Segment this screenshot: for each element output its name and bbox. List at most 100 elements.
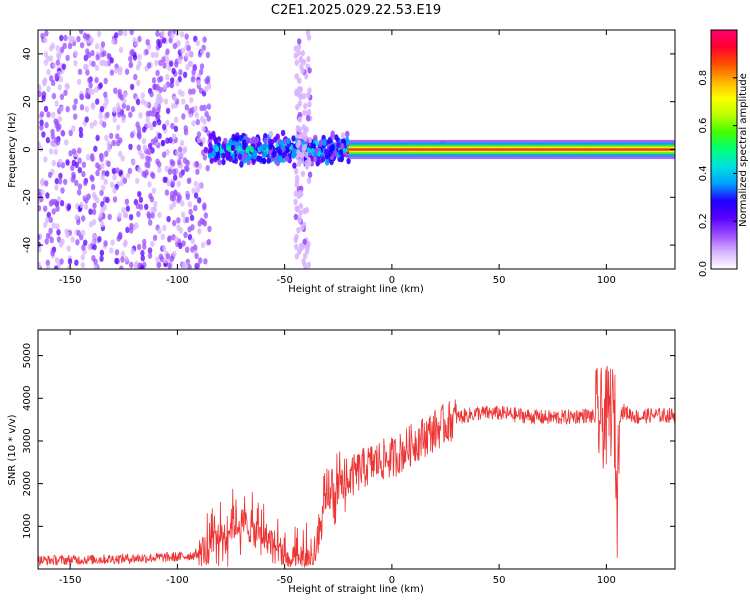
spectrogram-cell xyxy=(256,155,261,162)
spectrogram-cell xyxy=(121,116,126,124)
spectrogram-cell xyxy=(57,115,63,123)
spectrogram-cell xyxy=(100,220,105,228)
spectrogram-cell xyxy=(188,107,193,115)
spectrogram-cell xyxy=(150,206,155,214)
spectrogram-cell xyxy=(182,146,188,153)
spectrogram-cell xyxy=(39,195,44,203)
spectrogram-cell xyxy=(106,140,111,147)
spectrogram-cell xyxy=(307,87,312,94)
spectrogram-cell xyxy=(83,203,89,210)
spectrogram-cell xyxy=(76,78,82,86)
spectrogram-cell xyxy=(158,253,164,260)
spectrogram-cell xyxy=(116,235,121,242)
spectrogram-cell xyxy=(125,172,131,179)
spectrogram-cell xyxy=(156,113,161,121)
spectrogram-cell xyxy=(327,137,332,144)
colorbar-tick-label: 0.0 xyxy=(698,261,709,277)
spectrogram-cell xyxy=(172,250,177,257)
spectrogram-cell xyxy=(195,39,200,46)
spectrogram-cell xyxy=(142,126,147,133)
spectrogram-cell xyxy=(67,265,72,269)
spectrogram-cell xyxy=(200,48,205,56)
spectrogram-cell xyxy=(100,41,106,48)
spectrogram-cell xyxy=(147,252,153,259)
spectrogram-cell xyxy=(150,51,155,59)
spectrogram-cell xyxy=(43,105,49,113)
spectrogram-cell xyxy=(38,84,42,91)
spectrogram-cell xyxy=(40,32,45,40)
spectrogram-cell xyxy=(170,122,175,130)
spectrogram-cell xyxy=(170,180,175,188)
spectrogram-cell xyxy=(153,101,159,109)
spectrogram-cell xyxy=(181,113,186,120)
spectrogram-cell xyxy=(177,159,182,166)
spectrogram-cell xyxy=(147,156,152,163)
snr-ytick-label: 3000 xyxy=(22,428,33,453)
spectrogram-ytick-label: 0 xyxy=(22,146,33,152)
spectrogram-cell xyxy=(171,168,177,176)
spectrogram-cell xyxy=(117,212,122,219)
spectrogram-cell xyxy=(65,231,70,238)
spectrogram-cell xyxy=(201,218,206,225)
spectrogram-cell xyxy=(162,83,168,91)
spectrogram-cell xyxy=(71,148,77,155)
spectrogram-cell xyxy=(245,155,251,162)
spectrogram-cell xyxy=(128,111,133,118)
spectrogram-cell xyxy=(75,239,80,246)
spectrogram-cell xyxy=(302,109,307,116)
spectrogram-cell xyxy=(236,145,242,153)
spectrogram-cell xyxy=(263,137,268,144)
spectrogram-cell xyxy=(130,105,136,113)
spectrogram-cell xyxy=(95,98,100,105)
spectrogram-cell xyxy=(215,151,220,158)
spectrogram-cell xyxy=(294,205,299,212)
spectrogram-cell xyxy=(104,150,109,157)
snr-ticks: -150 -100 -50 0 50 100 1000 2000 3000 4000 5000 xyxy=(22,330,675,586)
spectrogram-cell xyxy=(115,167,120,174)
spectrogram-cell xyxy=(55,59,61,66)
colorbar-tick-label: 0.8 xyxy=(698,70,709,86)
spectrogram-cell xyxy=(189,214,195,221)
spectrogram-cell xyxy=(313,134,318,142)
spectrogram-cell xyxy=(306,55,311,63)
spectrogram-cell xyxy=(156,119,162,126)
spectrogram-cell xyxy=(105,196,110,204)
spectrogram-cell xyxy=(94,86,99,93)
spectrogram-cell xyxy=(207,83,212,90)
spectrogram-cell xyxy=(46,85,51,93)
spectrogram-cell xyxy=(297,116,302,123)
spectrogram-cell xyxy=(275,159,280,167)
spectrogram-cell xyxy=(170,32,175,39)
spectrogram-cell xyxy=(123,212,129,219)
spectrogram-ytick-label: 20 xyxy=(22,95,33,108)
spectrogram-cell xyxy=(316,158,321,165)
spectrogram-cell xyxy=(294,73,299,80)
spectrogram-cell xyxy=(151,187,157,194)
spectrogram-cell xyxy=(154,51,159,58)
spectrogram-cell xyxy=(177,194,182,201)
spectrogram-cell xyxy=(181,98,186,105)
spectrogram-cell xyxy=(43,205,48,212)
spectrogram-cell xyxy=(221,152,226,160)
spectrogram-cell xyxy=(179,31,185,38)
spectrogram-cell xyxy=(73,60,78,67)
spectrogram-cell xyxy=(53,265,59,269)
spectrogram-cell xyxy=(134,222,139,229)
spectrogram-cell xyxy=(99,105,105,113)
spectrogram-cell xyxy=(237,153,243,160)
spectrogram-cell xyxy=(183,231,188,239)
spectrogram-cell xyxy=(55,223,60,230)
spectrogram-cell xyxy=(119,265,124,269)
spectrogram-cell xyxy=(155,158,160,165)
spectrogram-cell xyxy=(83,179,88,187)
spectrogram-cell xyxy=(172,42,178,50)
spectrogram-cell xyxy=(89,174,94,181)
spectrogram-cell xyxy=(125,205,131,212)
spectrogram-cell xyxy=(340,143,345,150)
spectrogram-cell xyxy=(85,33,90,41)
spectrogram-cell xyxy=(111,38,116,45)
snr-ytick-label: 1000 xyxy=(22,514,33,539)
spectrogram-cell xyxy=(103,91,108,98)
spectrogram-cell xyxy=(71,159,77,166)
spectrogram-cell xyxy=(141,170,147,178)
